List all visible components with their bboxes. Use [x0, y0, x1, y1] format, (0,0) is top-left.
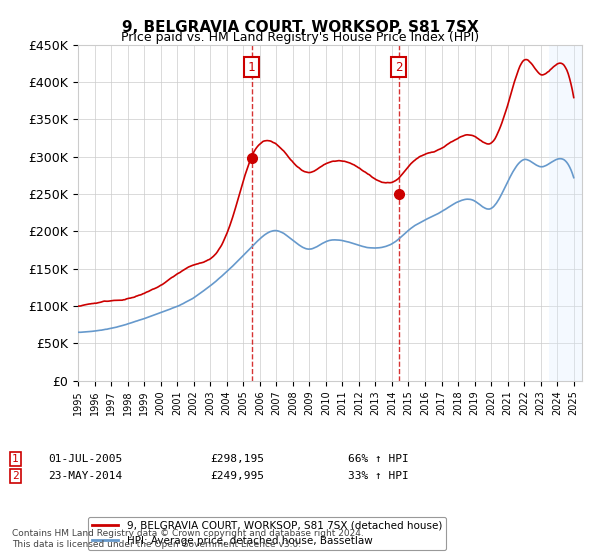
Text: 33% ↑ HPI: 33% ↑ HPI [348, 471, 409, 481]
Bar [549, 45, 582, 381]
Text: 01-JUL-2005: 01-JUL-2005 [48, 454, 122, 464]
Text: £249,995: £249,995 [210, 471, 264, 481]
Legend: 9, BELGRAVIA COURT, WORKSOP, S81 7SX (detached house), HPI: Average price, detac: 9, BELGRAVIA COURT, WORKSOP, S81 7SX (de… [88, 517, 446, 550]
Text: 9, BELGRAVIA COURT, WORKSOP, S81 7SX: 9, BELGRAVIA COURT, WORKSOP, S81 7SX [122, 20, 478, 35]
Text: 66% ↑ HPI: 66% ↑ HPI [348, 454, 409, 464]
Text: 23-MAY-2014: 23-MAY-2014 [48, 471, 122, 481]
Text: £298,195: £298,195 [210, 454, 264, 464]
Text: 2: 2 [12, 471, 19, 481]
Text: 1: 1 [12, 454, 19, 464]
Text: 1: 1 [248, 60, 255, 74]
Text: 2: 2 [395, 60, 403, 74]
Text: Price paid vs. HM Land Registry's House Price Index (HPI): Price paid vs. HM Land Registry's House … [121, 31, 479, 44]
Text: Contains HM Land Registry data © Crown copyright and database right 2024.
This d: Contains HM Land Registry data © Crown c… [12, 529, 364, 549]
